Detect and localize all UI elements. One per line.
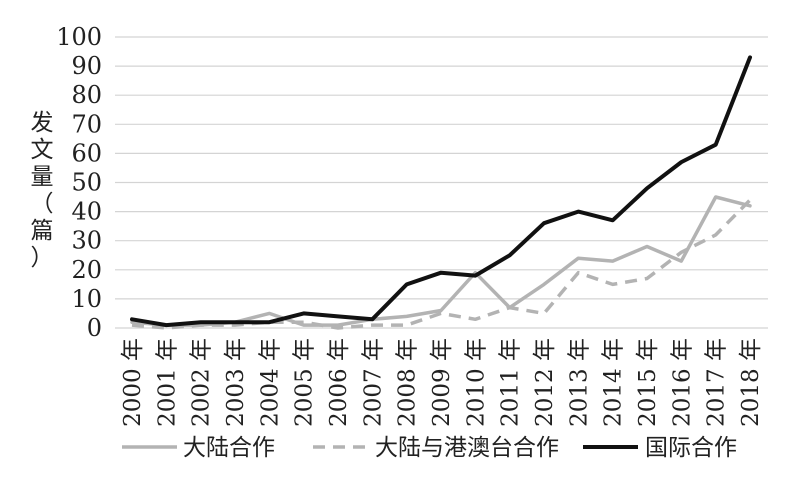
x-tick-label: 2008 年 <box>395 338 421 427</box>
y-tick-label: 90 <box>71 52 102 80</box>
series-line-1 <box>131 198 752 330</box>
legend: 大陆合作 大陆与港澳台合作 国际合作 <box>122 435 737 461</box>
legend-label-2: 国际合作 <box>645 435 737 461</box>
x-tick-label: 2014 年 <box>601 338 627 427</box>
x-tick-label: 2016 年 <box>669 338 695 427</box>
x-tick-label: 2007 年 <box>360 338 386 427</box>
y-tick-label: 80 <box>71 81 102 109</box>
x-tick-label: 2009 年 <box>429 338 455 427</box>
x-tick-label: 2010 年 <box>463 338 489 427</box>
y-tick-label: 20 <box>71 256 102 284</box>
x-tick-label: 2015 年 <box>635 338 661 427</box>
x-tick-labels: 2000 年 2001 年 2002 年 2003 年 2004 年 2005 年 2006… <box>120 338 764 427</box>
y-tick-label: 0 <box>87 314 102 342</box>
y-tick-label: 100 <box>56 23 102 51</box>
y-tick-label: 10 <box>71 285 102 313</box>
x-tick-label: 2011 年 <box>498 338 524 427</box>
x-tick-label: 2004 年 <box>257 338 283 427</box>
y-tick-label: 60 <box>71 139 102 167</box>
series-line-2 <box>130 55 752 328</box>
y-axis-title: 发文量（篇） <box>31 110 54 271</box>
x-tick-label: 2013 年 <box>566 338 592 427</box>
x-tick-label: 2005 年 <box>292 338 318 427</box>
y-tick-label: 30 <box>71 227 102 255</box>
y-axis-label: 发文量（篇） <box>31 110 54 271</box>
x-tick-label: 2018 年 <box>738 338 764 427</box>
legend-label-1: 大陆与港澳台合作 <box>375 435 559 461</box>
x-tick-label: 2012 年 <box>532 338 558 427</box>
x-tick-label: 2006 年 <box>326 338 352 427</box>
y-tick-label: 70 <box>71 110 102 138</box>
x-tick-label: 2000 年 <box>120 338 146 427</box>
x-tick-label: 2001 年 <box>154 338 180 427</box>
y-tick-label: 50 <box>71 169 102 197</box>
x-tick-label: 2017 年 <box>704 338 730 427</box>
x-tick-label: 2003 年 <box>223 338 249 427</box>
series-lines <box>130 55 752 330</box>
y-tick-label: 40 <box>71 198 102 226</box>
x-tick-label: 2002 年 <box>189 338 215 427</box>
legend-label-0: 大陆合作 <box>183 435 275 461</box>
series-line-0 <box>130 195 752 327</box>
grid-lines <box>115 36 768 329</box>
